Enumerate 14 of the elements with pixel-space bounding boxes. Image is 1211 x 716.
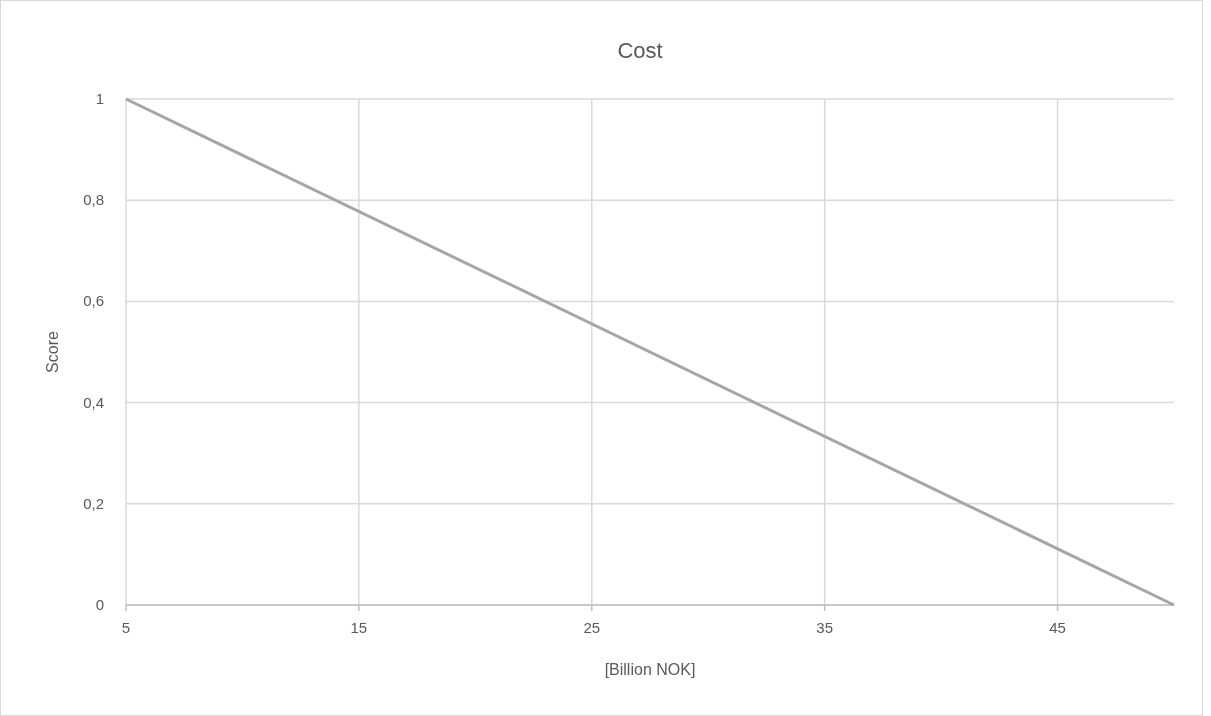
chart-title: Cost	[617, 38, 663, 63]
x-tick-label: 45	[1049, 619, 1066, 636]
y-tick-label: 0,8	[83, 191, 104, 209]
x-axis-title: [Billion NOK]	[604, 661, 696, 678]
y-tick-label: 1	[95, 90, 104, 107]
x-tick-label: 15	[350, 619, 368, 636]
y-tick-label: 0,2	[83, 494, 104, 512]
y-axis-title: Score	[44, 331, 61, 373]
y-tick-label: 0,6	[83, 292, 104, 310]
x-tick-label: 35	[816, 619, 834, 636]
x-tick-label: 25	[583, 619, 601, 636]
x-tick-label: 5	[121, 619, 131, 636]
y-tick-label: 0	[95, 596, 104, 613]
y-tick-label: 0,4	[83, 393, 104, 411]
